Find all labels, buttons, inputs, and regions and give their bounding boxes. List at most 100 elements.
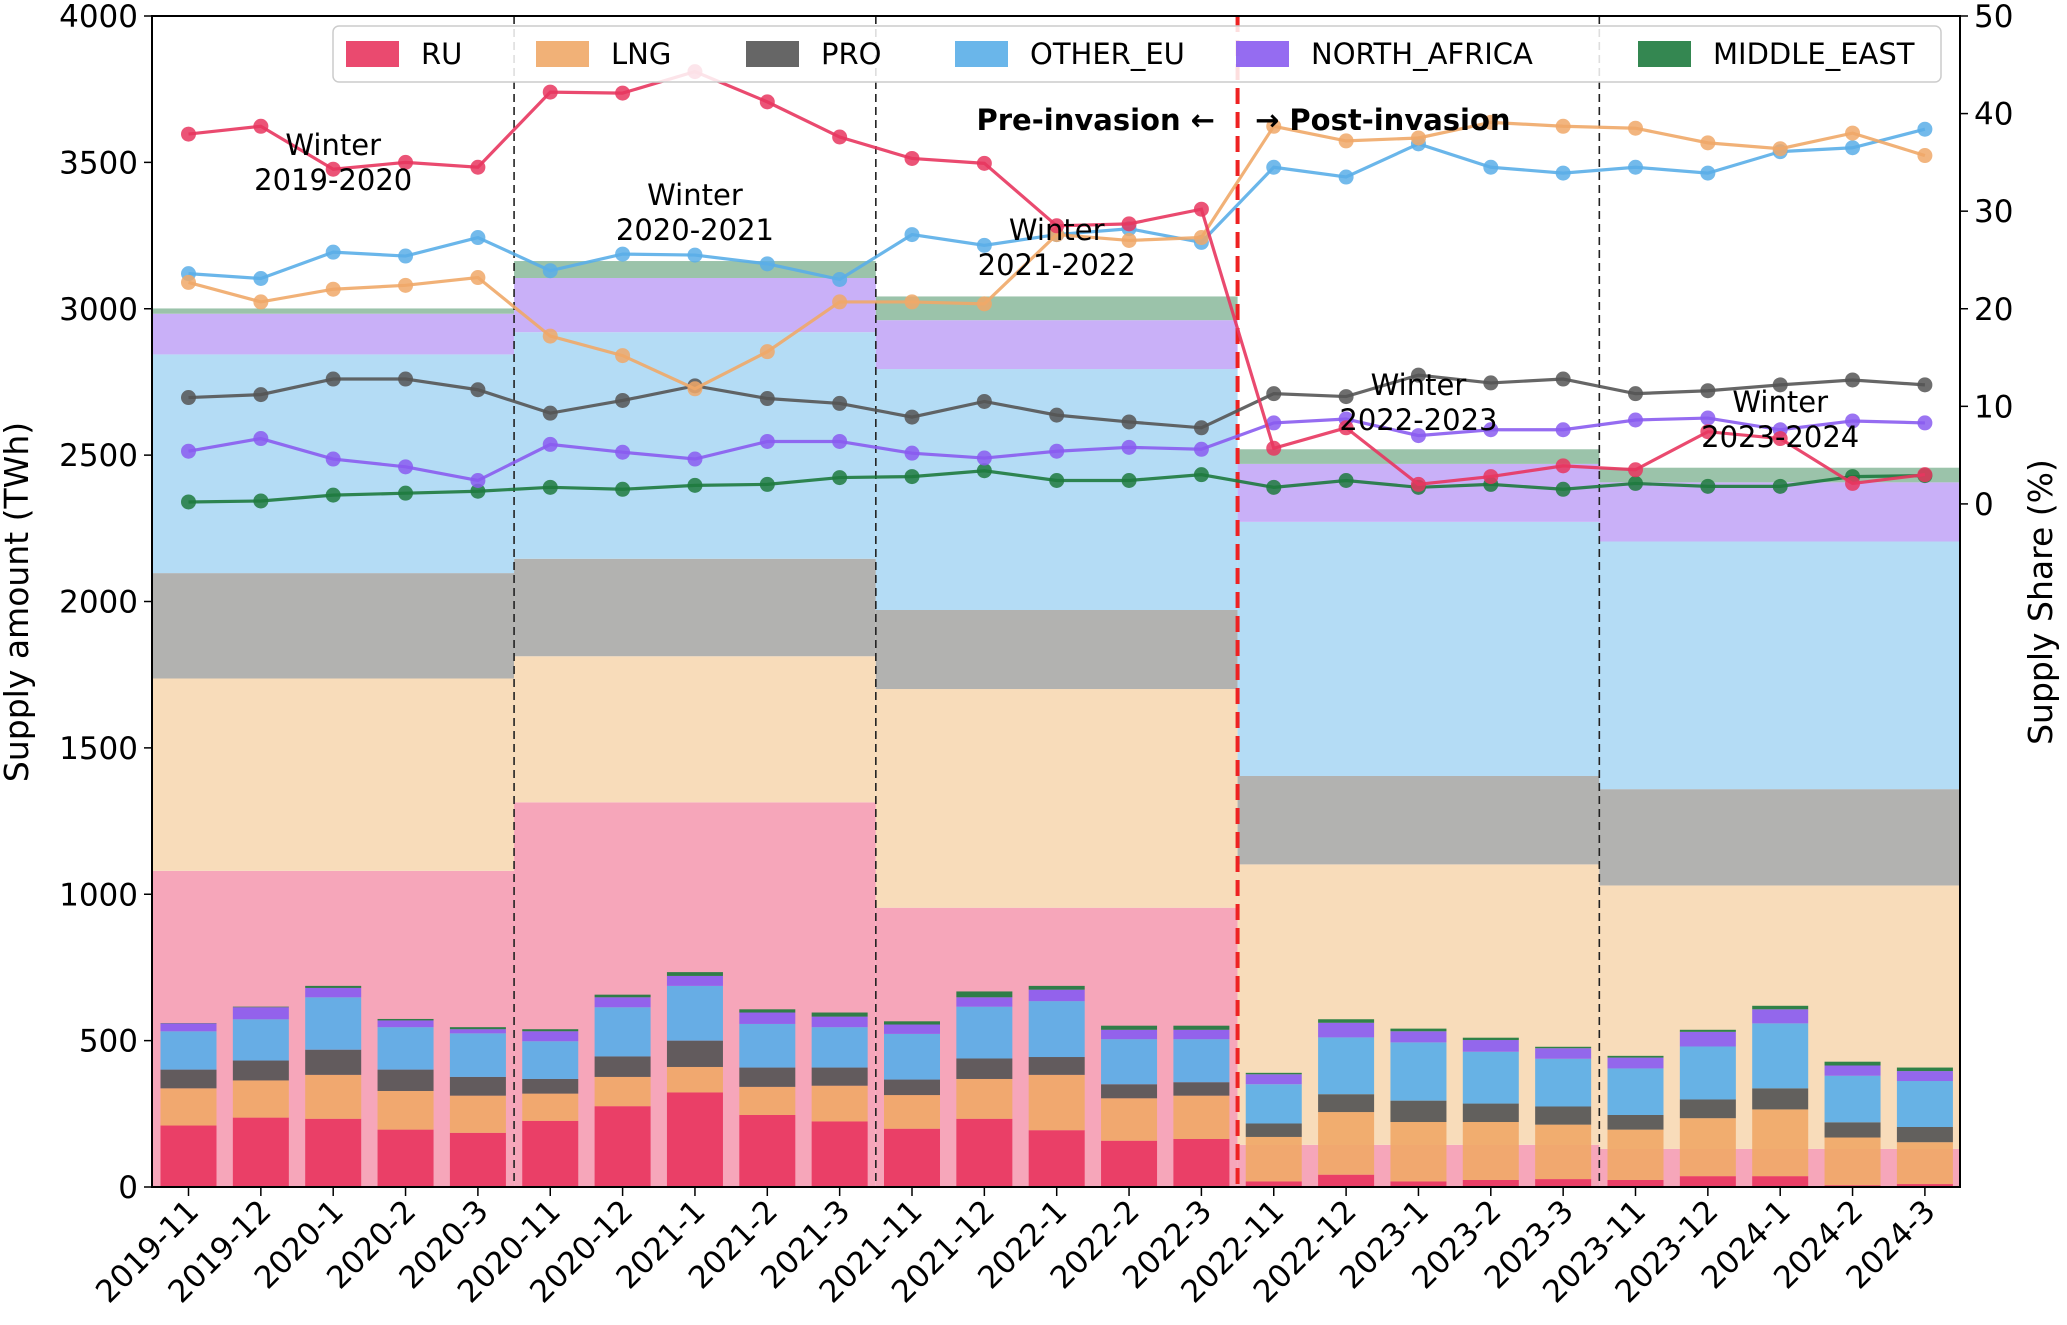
y-tick-label: 3500 — [59, 145, 138, 181]
share-point-lng — [1700, 135, 1716, 151]
bar-segment-ru — [1535, 1179, 1592, 1187]
share-point-lng — [1772, 141, 1788, 157]
winter-label-line2: 2023-2024 — [1701, 420, 1859, 454]
share-point-other-eu — [1555, 165, 1571, 181]
share-point-north-africa — [253, 431, 269, 447]
bar-segment-pro — [449, 1076, 506, 1096]
winter-band-other-eu — [1237, 521, 1600, 776]
share-point-pro — [832, 395, 848, 411]
share-point-ru — [1845, 475, 1861, 491]
share-point-other-eu — [1483, 159, 1499, 175]
share-point-other-eu — [1700, 165, 1716, 181]
share-point-pro — [1628, 386, 1643, 402]
share-point-ru — [542, 84, 558, 100]
share-point-pro — [325, 371, 341, 387]
share-point-other-eu — [1266, 159, 1282, 175]
bar-segment-north-africa — [666, 975, 723, 986]
bar-segment-north-africa — [1462, 1040, 1519, 1052]
share-point-ru — [1266, 440, 1282, 456]
bar-segment-pro — [522, 1078, 579, 1094]
bar-segment-other-eu — [1824, 1075, 1881, 1123]
bar-segment-lng — [666, 1066, 723, 1093]
post-invasion-label: → Post-invasion — [1255, 103, 1511, 137]
share-point-other-eu — [759, 256, 775, 272]
share-point-middle-east — [1772, 478, 1788, 494]
bar-segment-pro — [1101, 1084, 1158, 1099]
bar-segment-pro — [739, 1067, 796, 1087]
bar-segment-ru — [1462, 1179, 1519, 1187]
legend-label-lng: LNG — [611, 37, 671, 71]
share-point-pro — [1845, 372, 1861, 388]
share-point-lng — [470, 270, 486, 286]
share-point-ru — [253, 118, 269, 134]
share-point-ru — [1700, 424, 1716, 440]
winter-band-middle-east — [514, 261, 876, 279]
bar-segment-north-africa — [522, 1031, 579, 1042]
bar-segment-north-africa — [811, 1016, 868, 1028]
share-point-north-africa — [976, 450, 992, 466]
bar-segment-other-eu — [1607, 1068, 1664, 1115]
bar-segment-ru — [522, 1120, 579, 1187]
legend-box — [332, 25, 1942, 83]
bar-segment-pro — [1535, 1106, 1592, 1125]
bar-segment-pro — [956, 1058, 1013, 1079]
bar-segment-other-eu — [1028, 1001, 1085, 1058]
bar-segment-ru — [1173, 1138, 1230, 1187]
share-point-pro — [181, 390, 196, 406]
share-lines — [181, 64, 1933, 510]
share-point-pro — [1410, 367, 1426, 383]
bar-segment-lng — [1245, 1136, 1302, 1182]
share-point-ru — [1483, 469, 1499, 485]
share-point-ru — [1410, 476, 1426, 492]
share-point-middle-east — [181, 494, 196, 510]
share-point-pro — [398, 371, 414, 387]
bar-segment-lng — [160, 1088, 217, 1126]
share-point-lng — [687, 381, 703, 397]
share-point-ru — [615, 85, 631, 101]
bar-segment-lng — [1390, 1122, 1447, 1182]
winter-band-pro — [1237, 775, 1600, 865]
share-point-pro — [542, 405, 558, 421]
bar-segment-other-eu — [811, 1027, 868, 1068]
bar-segment-ru — [666, 1092, 723, 1187]
share-point-pro — [1193, 420, 1209, 436]
share-point-ru — [470, 159, 486, 175]
share-point-lng — [1555, 118, 1571, 134]
share-point-lng — [1338, 133, 1354, 149]
share-point-north-africa — [1917, 415, 1933, 431]
bar-segment-lng — [1752, 1109, 1809, 1177]
bar-segment-pro — [1318, 1094, 1375, 1113]
bar-segment-pro — [160, 1069, 217, 1089]
share-point-middle-east — [1555, 481, 1571, 497]
share-point-pro — [470, 382, 486, 398]
y-tick-label: 0 — [118, 1170, 138, 1206]
bar-segment-ru — [1896, 1184, 1953, 1187]
bar-segment-ru — [594, 1106, 651, 1187]
share-point-pro — [615, 392, 631, 408]
winter-band-lng — [152, 678, 515, 871]
share-point-other-eu — [1845, 140, 1861, 156]
share-point-pro — [904, 409, 920, 425]
winter-label-line1: Winter — [1009, 213, 1105, 247]
bar-segment-other-eu — [1535, 1058, 1592, 1107]
bar-segment-lng — [232, 1080, 289, 1118]
bar-segment-ru — [739, 1114, 796, 1187]
share-point-ru — [904, 150, 920, 166]
share-point-other-eu — [1917, 121, 1933, 137]
bar-segment-pro — [666, 1040, 723, 1067]
bar-segment-middle-east — [1245, 1072, 1302, 1075]
winter-label-line2: 2019-2020 — [254, 163, 412, 197]
share-point-pro — [1772, 377, 1788, 393]
share-point-north-africa — [1555, 422, 1571, 438]
bar-segment-middle-east — [1318, 1019, 1375, 1023]
share-point-ru — [1121, 216, 1137, 232]
winter-band-other-eu — [875, 369, 1238, 610]
share-point-lng — [1628, 120, 1643, 136]
bar-segment-middle-east — [1824, 1061, 1881, 1066]
share-point-middle-east — [1121, 472, 1137, 488]
legend-label-ru: RU — [421, 37, 462, 71]
share-point-north-africa — [1266, 415, 1282, 431]
bar-segment-lng — [1535, 1124, 1592, 1180]
share-point-pro — [1121, 414, 1137, 430]
share-point-north-africa — [1410, 428, 1426, 444]
